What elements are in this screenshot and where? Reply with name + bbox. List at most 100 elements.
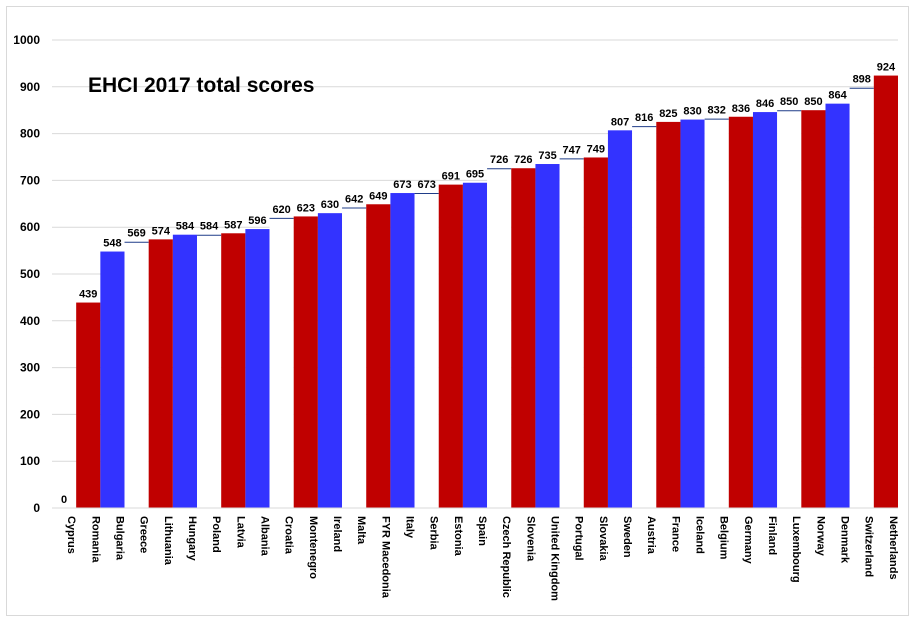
value-label: 620 <box>272 204 290 216</box>
value-label: 850 <box>804 96 822 108</box>
category-label: Greece <box>138 516 150 553</box>
y-tick-label: 1000 <box>13 33 40 47</box>
y-tick-label: 300 <box>20 361 40 375</box>
value-label: 832 <box>708 105 726 117</box>
value-label: 749 <box>587 143 605 155</box>
category-labels: Cyprus Romania Bulgaria Greece Lithuania Hung… <box>65 516 899 601</box>
category-label: Lithuania <box>162 516 174 566</box>
value-label: 898 <box>853 74 871 86</box>
y-tick-label: 0 <box>33 501 40 515</box>
value-label: 548 <box>103 238 121 250</box>
bar-switzerland <box>849 87 874 509</box>
bar-serbia <box>414 193 439 508</box>
bar-hungary <box>172 234 198 509</box>
y-tick-label: 200 <box>20 407 40 421</box>
category-label: Netherlands <box>887 516 899 580</box>
bar-belgium <box>704 118 729 509</box>
bar-united-kingdom <box>535 164 560 508</box>
category-label: Croatia <box>283 516 295 555</box>
value-label: 726 <box>490 154 508 166</box>
value-label: 850 <box>780 96 798 108</box>
bar-netherlands <box>873 75 898 509</box>
category-label: Czech Republic <box>500 516 512 598</box>
category-label: Austria <box>645 516 657 555</box>
bar-albania <box>245 229 270 508</box>
bar-latvia <box>221 233 246 508</box>
category-label: Albania <box>258 516 270 557</box>
bar-luxembourg <box>777 110 802 508</box>
value-label: 695 <box>466 169 484 181</box>
category-label: Cyprus <box>65 516 77 554</box>
value-label: 0 <box>61 494 67 506</box>
bar-slovenia <box>511 168 536 508</box>
category-label: Iceland <box>694 516 706 554</box>
bar-spain <box>462 182 488 509</box>
category-label: Belgium <box>718 516 730 560</box>
bar-italy <box>390 193 415 508</box>
y-tick-label: 800 <box>20 127 40 141</box>
category-label: Ireland <box>331 516 343 552</box>
category-label: Hungary <box>186 516 198 562</box>
bar-france <box>656 121 681 509</box>
value-label: 864 <box>828 90 847 102</box>
value-label: 673 <box>393 179 411 191</box>
value-label: 587 <box>224 219 242 231</box>
value-label: 569 <box>127 228 145 240</box>
value-label: 830 <box>683 106 701 118</box>
category-label: Germany <box>742 516 754 565</box>
bar-germany <box>728 116 753 508</box>
bar-portugal <box>559 158 584 509</box>
bar-czech-republic <box>487 168 512 508</box>
y-tick-label: 900 <box>20 80 40 94</box>
value-label: 816 <box>635 112 653 124</box>
y-tick-label: 600 <box>20 220 40 234</box>
category-label: Finland <box>766 516 778 555</box>
bar-norway <box>801 110 826 508</box>
category-label: Bulgaria <box>113 516 125 561</box>
category-label: Norway <box>814 516 826 557</box>
bar-sweden <box>607 130 633 508</box>
y-tick-label: 700 <box>20 173 40 187</box>
category-label: Serbia <box>428 516 440 551</box>
bar-greece <box>124 241 149 508</box>
bar-malta <box>342 207 367 508</box>
value-label: 691 <box>442 171 460 183</box>
category-label: Romania <box>89 516 101 563</box>
value-label: 825 <box>659 108 677 120</box>
value-label: 630 <box>321 199 339 211</box>
category-label: Slovenia <box>524 516 536 562</box>
value-label: 649 <box>369 190 387 202</box>
value-label: 747 <box>563 144 581 156</box>
bar-finland <box>752 112 778 509</box>
bar-fyr-macedonia <box>366 204 391 508</box>
bar-poland <box>197 234 222 509</box>
value-label: 807 <box>611 116 629 128</box>
bar-slovakia <box>583 157 608 508</box>
category-label: France <box>669 516 681 552</box>
bar-montenegro <box>293 216 318 508</box>
y-tick-label: 500 <box>20 267 40 281</box>
category-label: Latvia <box>234 516 246 549</box>
value-label: 439 <box>79 289 97 301</box>
bar-romania <box>76 302 101 508</box>
value-label: 673 <box>417 179 435 191</box>
category-label: Denmark <box>839 516 851 564</box>
value-label: 623 <box>297 202 315 214</box>
bar-austria <box>632 126 657 508</box>
value-label: 846 <box>756 98 774 110</box>
y-tick-label: 400 <box>20 314 40 328</box>
value-label: 596 <box>248 215 266 227</box>
bars <box>76 75 898 509</box>
value-label: 584 <box>200 221 219 233</box>
bar-lithuania <box>148 239 173 509</box>
category-label: Estonia <box>452 516 464 557</box>
category-label: Italy <box>403 516 415 539</box>
category-label: Switzerland <box>863 516 875 577</box>
chart-title: EHCI 2017 total scores <box>88 74 314 97</box>
value-labels: 0 439 548 569 574 584 584 587 596 620 623 630 642 649… <box>61 62 896 506</box>
category-label: Sweden <box>621 516 633 558</box>
category-label: Portugal <box>573 516 585 561</box>
chart-frame <box>6 6 909 616</box>
value-label: 726 <box>514 154 532 166</box>
